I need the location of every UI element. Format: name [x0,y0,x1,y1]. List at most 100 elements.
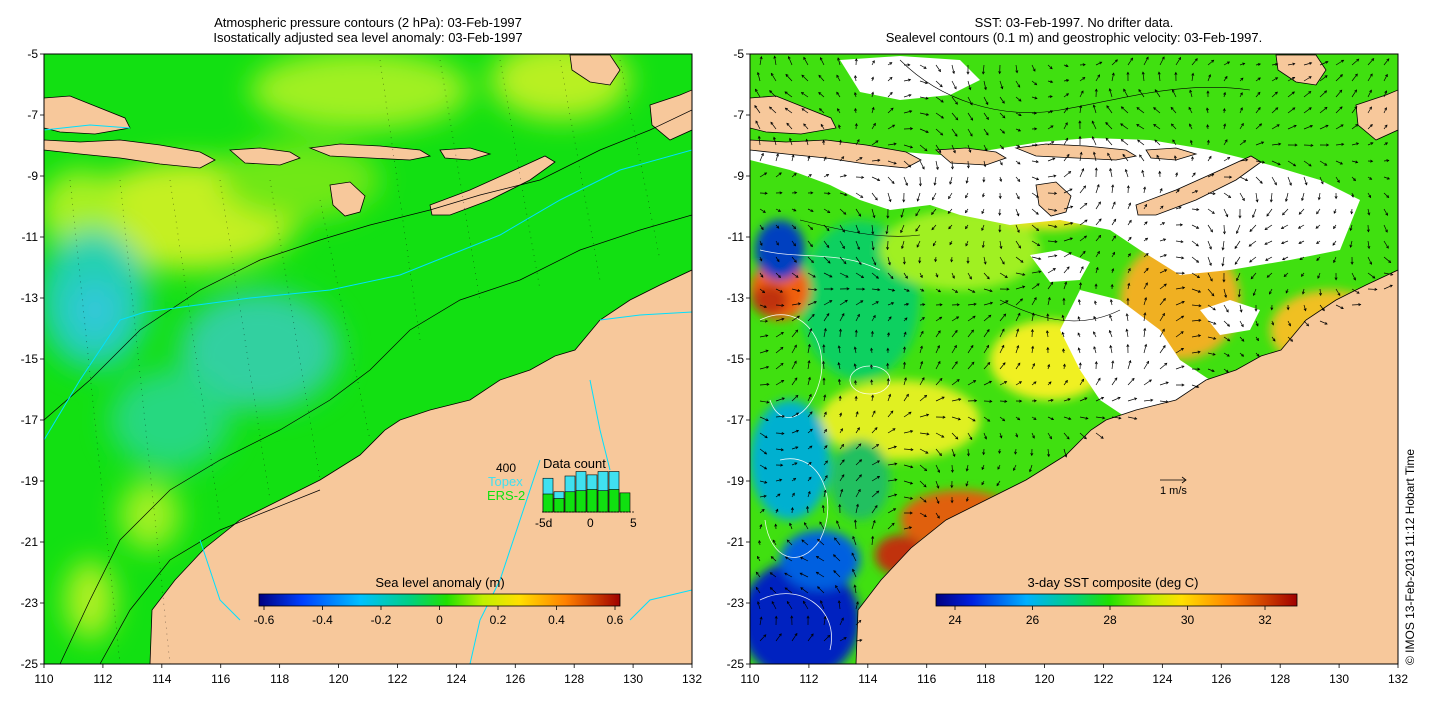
velocity-arrow-head [894,478,898,482]
velocity-arrow-head [1308,76,1312,79]
velocity-arrow [935,378,943,386]
velocity-arrow [1351,58,1359,66]
velocity-arrow [775,448,784,451]
velocity-arrow-head [876,444,880,447]
velocity-arrow-head [842,245,845,250]
velocity-arrow [1175,315,1184,322]
velocity-arrow [871,208,875,218]
velocity-arrow [823,394,826,402]
velocity-arrow-head [871,535,875,539]
right-axes: 110 112 114 116 118 120 122 124 126 128 130 132-5-7… [727,47,1409,686]
velocity-arrow [887,192,891,202]
velocity-arrow [1223,61,1230,66]
velocity-arrow-head [885,231,889,235]
velocity-arrow-head [887,262,891,266]
velocity-arrow-head [1065,64,1069,68]
velocity-arrow-head [815,571,819,575]
velocity-arrow-head [1157,71,1161,75]
velocity-arrow-head [858,213,862,217]
velocity-arrow [935,330,941,338]
right-lat-tick-label: -25 [727,657,745,671]
velocity-arrow-head [1240,77,1244,81]
velocity-arrow [1255,192,1258,202]
velocity-arrow-head [958,398,962,402]
velocity-arrow [1191,351,1201,354]
velocity-arrow-head [1032,435,1035,439]
velocity-arrow [1095,397,1104,402]
velocity-arrow-head [1333,225,1336,230]
velocity-arrow-head [834,537,837,541]
left-lon-tick-label: 120 [329,672,349,686]
velocity-arrow-head [1020,259,1024,263]
velocity-arrow-head [1245,158,1249,162]
velocity-arrow [1047,268,1056,274]
velocity-arrow [1287,125,1297,130]
velocity-arrow [1207,368,1215,372]
velocity-arrow-head [870,364,874,368]
velocity-arrow [803,123,809,130]
velocity-arrow [1127,397,1137,402]
velocity-arrow [951,398,961,402]
velocity-arrow [775,318,785,322]
velocity-arrow-head [1128,359,1132,364]
velocity-arrow-head [873,262,877,266]
velocity-arrow-head [837,57,841,61]
velocity-arrow [871,288,880,291]
velocity-arrow [823,313,830,322]
velocity-arrow-head [965,195,968,199]
velocity-arrow-head [1022,272,1026,276]
velocity-arrow-head [909,496,914,500]
velocity-arrow-head [858,619,862,623]
velocity-arrow [871,159,880,162]
velocity-arrow-head [776,225,780,229]
velocity-arrow [951,330,958,338]
velocity-arrow-head [999,178,1003,183]
velocity-arrow [1159,328,1165,338]
left-lat-tick-label: -11 [22,230,39,244]
velocity-arrow [903,144,913,148]
velocity-arrow-head [1162,328,1165,332]
velocity-arrow [769,90,777,98]
velocity-arrow-head [844,193,848,196]
sla-colorbar-title: Sea level anomaly (m) [375,575,504,590]
velocity-arrow-head [956,303,960,307]
velocity-arrow-head [807,490,811,495]
velocity-arrow-head [795,274,799,278]
velocity-arrow-head [1175,172,1179,176]
velocity-arrow-head [840,488,844,492]
velocity-arrow [999,256,1005,265]
velocity-arrow-head [892,124,896,128]
velocity-arrow [1159,283,1167,290]
velocity-arrow-head [1256,338,1259,342]
velocity-arrow [791,224,796,229]
velocity-arrow [1383,74,1388,82]
velocity-arrow [1315,224,1321,229]
velocity-arrow-head [918,260,922,264]
velocity-arrow [818,75,825,82]
velocity-arrow-head [857,230,860,234]
velocity-arrow [1223,208,1228,217]
velocity-arrow-head [1017,312,1021,316]
velocity-arrow [949,176,953,185]
velocity-arrow [791,493,795,498]
velocity-arrow [800,556,809,562]
velocity-arrow [1062,315,1065,322]
velocity-arrow-head [1082,63,1086,67]
velocity-arrow-head [1385,73,1388,78]
velocity-arrow-head [1228,195,1232,198]
sst-colorbar: 3-day SST composite (deg C) 24 26 28 30 32 [935,575,1298,627]
velocity-arrow-head [1111,184,1115,188]
velocity-arrow [759,304,767,308]
velocity-arrow-head [826,174,830,177]
velocity-arrow-head [827,191,831,195]
left-lat-tick-label: -13 [21,291,39,305]
velocity-arrow-head [1018,113,1022,116]
velocity-arrow-head [817,586,821,590]
velocity-arrow [1333,256,1337,263]
velocity-arrow-head [1225,214,1229,218]
velocity-arrow [823,208,830,213]
velocity-arrow-head [794,191,798,195]
velocity-arrow-head [822,377,826,381]
velocity-arrow-head [1212,192,1216,196]
velocity-arrow [1079,185,1086,194]
